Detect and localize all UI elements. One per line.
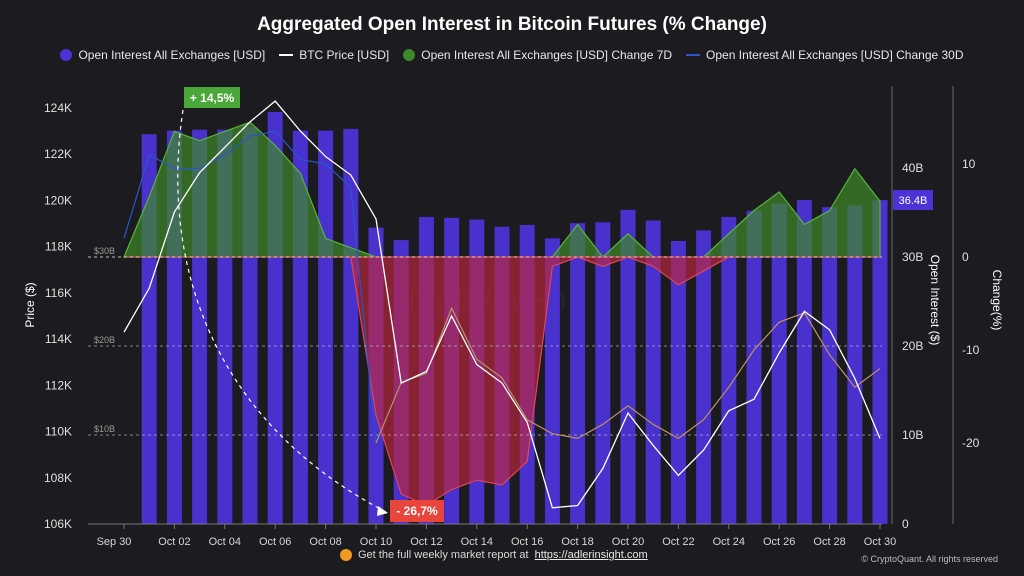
legend-item-oi[interactable]: Open Interest All Exchanges [USD] (60, 48, 265, 62)
chart-title: Aggregated Open Interest in Bitcoin Futu… (257, 14, 767, 35)
price-tick-label: 106K (44, 517, 72, 531)
x-tick-label: Oct 26 (763, 536, 795, 548)
change-tick-label: 0 (962, 250, 969, 264)
x-tick-label: Oct 18 (561, 536, 593, 548)
legend-change7d-label: Open Interest All Exchanges [USD] Change… (421, 48, 673, 62)
oi-bar (847, 205, 863, 524)
price-tick-label: 112K (45, 378, 72, 392)
oi-bar (771, 203, 787, 524)
oi-bar (645, 220, 661, 524)
price-tick-label: 118K (45, 240, 72, 254)
x-tick-label: Oct 06 (259, 536, 291, 548)
price-tick-label: 114K (45, 332, 72, 346)
oi-tick-label: 0 (902, 517, 909, 531)
x-tick-label: Oct 22 (662, 536, 694, 548)
btc-price-line (123, 100, 881, 509)
legend-price-marker (279, 54, 294, 56)
oi-tick-label: 30B (902, 250, 923, 264)
change-tick-label: -10 (962, 343, 980, 357)
price-tick-label: 108K (44, 471, 72, 485)
oi-bar (544, 238, 560, 524)
oi-bar (872, 200, 888, 525)
change30d-line-negative (375, 306, 881, 444)
oi-bar (595, 222, 611, 525)
oi-tick-label: 10B (902, 428, 923, 442)
oi-bar (670, 240, 686, 525)
coin-icon (340, 549, 352, 561)
annotation-trough-badge (390, 500, 444, 522)
oi-value-badge-label: 36.4B (899, 195, 928, 207)
change-tick-label: 10 (962, 157, 976, 171)
annotation-arrowhead (377, 506, 388, 516)
oi-bar (696, 230, 712, 525)
price-tick-label: 110K (45, 425, 72, 439)
oi-bar (721, 216, 737, 524)
oi-bar (620, 209, 636, 524)
annotation-peak-label: + 14,5% (190, 91, 235, 105)
change7d-area-negative (124, 256, 880, 506)
oi-bar (822, 207, 838, 524)
x-tick-label: Oct 02 (158, 536, 190, 548)
oi-bar (570, 223, 586, 524)
x-tick-label: Oct 30 (864, 536, 896, 548)
copyright: © CryptoQuant. All rights reserved (861, 554, 998, 564)
footer: Get the full weekly market report at htt… (340, 549, 648, 561)
oi-tick-label: 20B (902, 339, 923, 353)
annotation-arrow (177, 109, 387, 513)
legend: Open Interest All Exchanges [USD] BTC Pr… (0, 48, 1024, 62)
price-tick-label: 122K (44, 147, 72, 161)
x-tick-label: Oct 28 (813, 536, 845, 548)
oi-bar (796, 200, 812, 525)
x-tick-label: Oct 04 (209, 536, 241, 548)
x-tick-label: Oct 16 (511, 536, 543, 548)
legend-item-change7d[interactable]: Open Interest All Exchanges [USD] Change… (403, 48, 672, 62)
oi-tick-label: 40B (902, 161, 923, 175)
legend-oi-marker (60, 49, 73, 61)
oi-value-badge (893, 190, 933, 211)
footer-link[interactable]: https://adlerinsight.com (534, 549, 648, 561)
legend-item-price[interactable]: BTC Price [USD] (279, 48, 389, 62)
price-tick-label: 120K (44, 193, 72, 207)
legend-oi-label: Open Interest All Exchanges [USD] (78, 48, 266, 62)
x-tick-label: Oct 20 (612, 536, 644, 548)
annotation-peak-badge (184, 87, 240, 108)
price-tick-label: 116K (45, 286, 72, 300)
x-tick-label: Oct 14 (461, 536, 493, 548)
x-tick-label: Sep 30 (97, 536, 132, 548)
x-tick-label: Oct 08 (309, 536, 341, 548)
oi-grid-label: $20B (94, 335, 115, 345)
annotation-trough-label: - 26,7% (396, 504, 438, 518)
legend-change30d-label: Open Interest All Exchanges [USD] Change… (706, 48, 964, 62)
price-axis-title: Price ($) (23, 282, 37, 327)
price-tick-label: 124K (44, 101, 72, 115)
x-tick-label: Oct 24 (713, 536, 745, 548)
footer-text: Get the full weekly market report at (358, 549, 529, 561)
oi-axis-title: Open Interest ($) (928, 255, 942, 346)
oi-grid-label: $30B (94, 246, 115, 256)
legend-item-change30d[interactable]: Open Interest All Exchanges [USD] Change… (686, 48, 964, 62)
change-axis-title: Change(%) (990, 270, 1004, 331)
legend-change7d-marker (403, 49, 416, 61)
x-tick-label: Oct 10 (360, 536, 392, 548)
oi-bar (746, 210, 762, 524)
x-tick-label: Oct 12 (410, 536, 442, 548)
oi-bar (318, 130, 334, 524)
change-tick-label: -20 (962, 436, 980, 450)
legend-change30d-marker (686, 54, 701, 56)
legend-price-label: BTC Price [USD] (299, 48, 390, 62)
oi-grid-label: $10B (94, 424, 115, 434)
